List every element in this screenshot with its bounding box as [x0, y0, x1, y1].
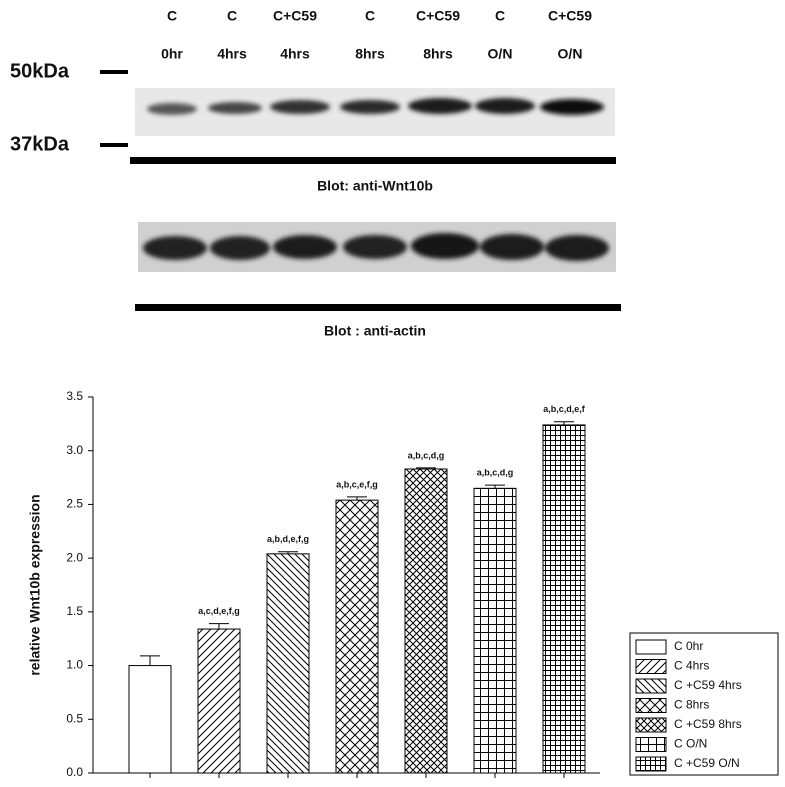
lane-label: 8hrs [423, 46, 453, 62]
y-tick-label: 2.5 [66, 497, 83, 511]
legend-label: C +C59 4hrs [674, 678, 742, 692]
bar [404, 468, 448, 774]
y-tick-label: 2.0 [66, 550, 83, 564]
blot-caption: Blot : anti-actin [324, 323, 426, 339]
lane-label: C [495, 8, 505, 24]
y-axis-label: relative Wnt10b expression [27, 494, 43, 675]
legend-swatch [635, 659, 667, 674]
error-bar [140, 655, 160, 666]
lane-label: C [227, 8, 237, 24]
marker-label: 50kDa [10, 60, 70, 82]
y-tick-label: 0.5 [66, 711, 83, 725]
significance-label: a,b,c,d,g [477, 467, 514, 477]
lane-label: C [167, 8, 177, 24]
legend-swatch [635, 698, 667, 713]
legend-label: C O/N [674, 737, 707, 751]
significance-label: a,b,c,d,g [408, 450, 445, 460]
blot-bar [130, 157, 616, 164]
lane-label: 4hrs [217, 46, 247, 62]
blot-caption: Blot: anti-Wnt10b [317, 178, 433, 194]
legend-swatch [635, 678, 667, 694]
lane-label: C [365, 8, 375, 24]
y-tick-label: 1.0 [66, 658, 83, 672]
actin-bands [143, 233, 609, 261]
lane-label: 8hrs [355, 46, 385, 62]
lane-label: 4hrs [280, 46, 310, 62]
error-bar [209, 623, 229, 630]
lane-label: O/N [558, 46, 583, 62]
error-bar [278, 551, 298, 554]
significance-label: a,b,d,e,f,g [267, 534, 309, 544]
significance-label: a,c,d,e,f,g [198, 606, 240, 616]
error-bar [416, 467, 436, 469]
significance-label: a,b,c,d,e,f [543, 404, 586, 414]
error-bar [347, 496, 367, 501]
legend-swatch [635, 737, 667, 752]
bar [197, 628, 241, 774]
error-bar [554, 421, 574, 425]
legend-label: C 8hrs [674, 698, 709, 712]
lane-label: 0hr [161, 46, 183, 62]
error-bar [485, 484, 505, 489]
legend-label: C +C59 O/N [674, 756, 740, 770]
bar [266, 553, 310, 774]
y-tick-label: 0.0 [66, 765, 83, 779]
lane-label: C+C59 [548, 8, 592, 24]
y-tick-label: 1.5 [66, 604, 83, 618]
bar [335, 499, 379, 774]
legend-swatch [635, 717, 667, 733]
significance-label: a,b,c,e,f,g [336, 479, 378, 489]
legend-swatch [635, 756, 667, 772]
legend-label: C 4hrs [674, 659, 709, 673]
y-tick-label: 3.5 [66, 389, 83, 403]
lane-label: C+C59 [416, 8, 460, 24]
legend-swatch [635, 639, 667, 655]
bar [542, 424, 586, 774]
blot-bar [135, 304, 621, 311]
wnt10b-bands [147, 98, 604, 115]
bar [473, 487, 517, 774]
marker-label: 37kDa [10, 133, 70, 155]
y-tick-label: 3.0 [66, 443, 83, 457]
lane-label: C+C59 [273, 8, 317, 24]
legend-label: C 0hr [674, 639, 703, 653]
legend-label: C +C59 8hrs [674, 717, 742, 731]
bar [128, 665, 172, 774]
lane-label: O/N [488, 46, 513, 62]
